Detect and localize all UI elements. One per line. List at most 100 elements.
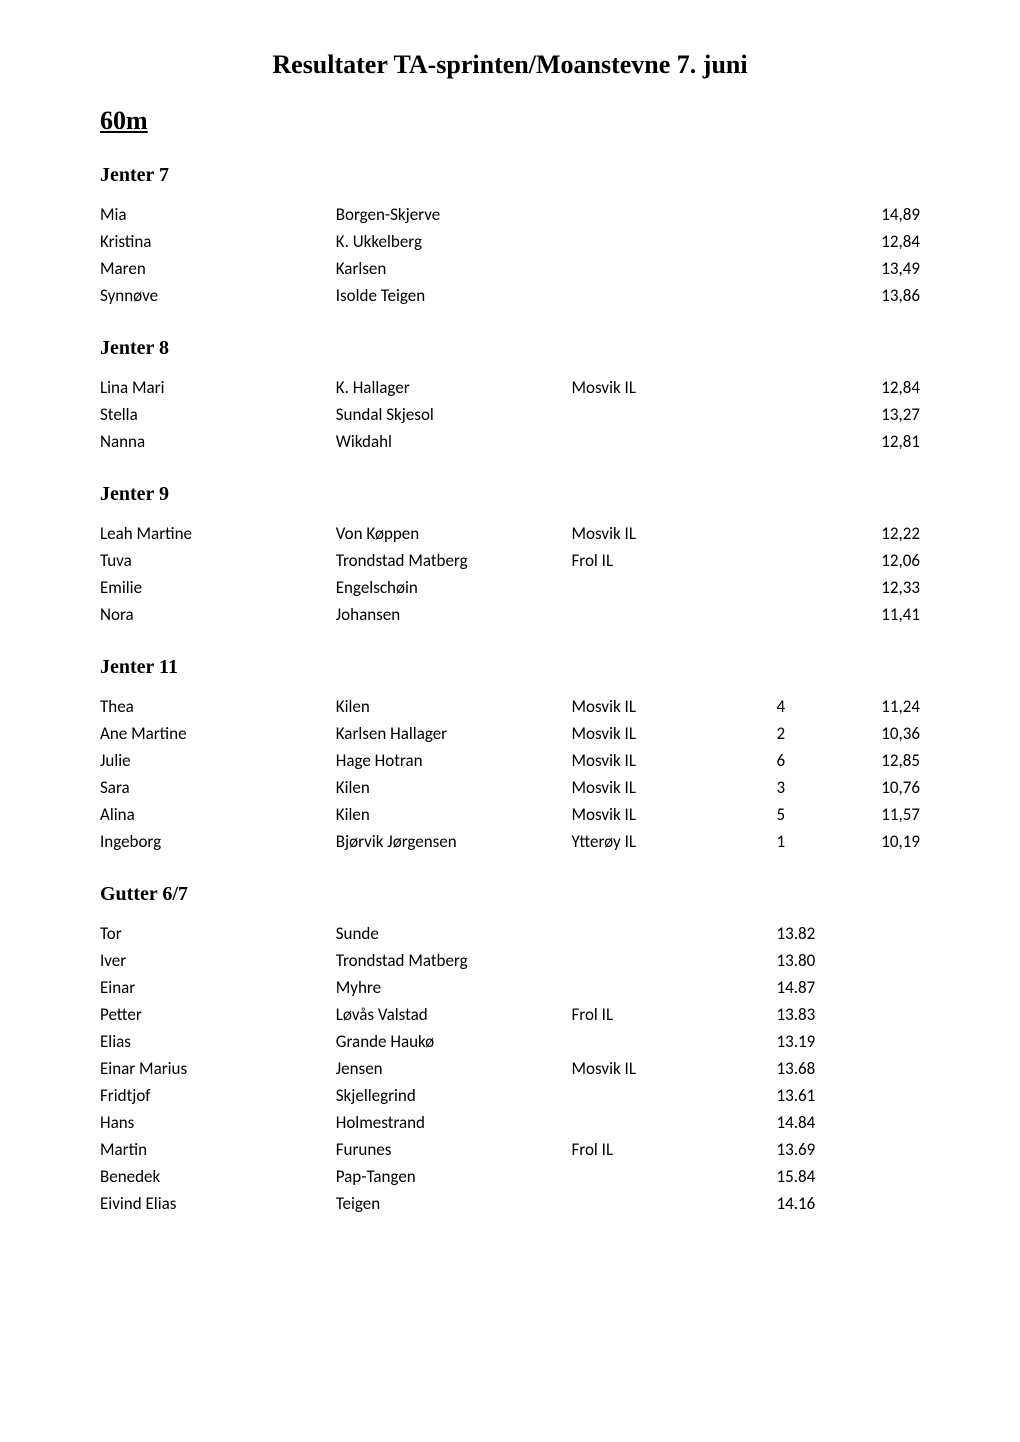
cell-club — [572, 401, 777, 428]
cell-firstname: Kristina — [100, 228, 336, 255]
cell-surname: Kilen — [336, 693, 572, 720]
cell-club — [572, 1109, 777, 1136]
cell-firstname: Sara — [100, 774, 336, 801]
cell-surname: Grande Haukø — [336, 1028, 572, 1055]
cell-surname: Karlsen — [336, 255, 572, 282]
group-heading-jenter-11: Jenter 11 — [100, 656, 920, 679]
cell-firstname: Einar Marius — [100, 1055, 336, 1082]
cell-firstname: Elias — [100, 1028, 336, 1055]
cell-surname: Borgen-Skjerve — [336, 201, 572, 228]
cell-time: 13.61 — [777, 1082, 839, 1109]
cell-firstname: Nanna — [100, 428, 336, 455]
cell-surname: Hage Hotran — [336, 747, 572, 774]
cell-time: 11,57 — [838, 801, 920, 828]
cell-club: Mosvik IL — [572, 720, 777, 747]
cell-firstname: Nora — [100, 601, 336, 628]
cell-firstname: Maren — [100, 255, 336, 282]
cell-time: 14.87 — [777, 974, 839, 1001]
cell-club: Frol IL — [572, 1001, 777, 1028]
cell-firstname: Iver — [100, 947, 336, 974]
cell-club: Mosvik IL — [572, 774, 777, 801]
results-table-jenter-11: Thea Kilen Mosvik IL 4 11,24 Ane Martine… — [100, 693, 920, 855]
cell-surname: Myhre — [336, 974, 572, 1001]
cell-firstname: Synnøve — [100, 282, 336, 309]
group-heading-jenter-7: Jenter 7 — [100, 164, 920, 187]
cell-place: 1 — [777, 828, 839, 855]
cell-time: 10,36 — [838, 720, 920, 747]
table-row: Nora Johansen 11,41 — [100, 601, 920, 628]
cell-surname: Holmestrand — [336, 1109, 572, 1136]
cell-club — [572, 574, 777, 601]
cell-time: 12,84 — [777, 228, 921, 255]
cell-time: 14.84 — [777, 1109, 839, 1136]
table-row: Synnøve Isolde Teigen 13,86 — [100, 282, 920, 309]
results-table-jenter-8: Lina Mari K. Hallager Mosvik IL 12,84 St… — [100, 374, 920, 455]
cell-club: Ytterøy IL — [572, 828, 777, 855]
cell-firstname: Tor — [100, 920, 336, 947]
group-heading-gutter-6-7: Gutter 6/7 — [100, 883, 920, 906]
cell-time: 13.80 — [777, 947, 839, 974]
cell-place: 4 — [777, 693, 839, 720]
cell-surname: Kilen — [336, 801, 572, 828]
table-row: Mia Borgen-Skjerve 14,89 — [100, 201, 920, 228]
cell-firstname: Hans — [100, 1109, 336, 1136]
cell-time: 13,86 — [777, 282, 921, 309]
cell-surname: Bjørvik Jørgensen — [336, 828, 572, 855]
cell-surname: Pap-Tangen — [336, 1163, 572, 1190]
table-row: Einar Myhre 14.87 — [100, 974, 920, 1001]
cell-surname: Von Køppen — [336, 520, 572, 547]
cell-time: 15.84 — [777, 1163, 839, 1190]
table-row: Nanna Wikdahl 12,81 — [100, 428, 920, 455]
results-table-jenter-9: Leah Martine Von Køppen Mosvik IL 12,22 … — [100, 520, 920, 628]
results-table-gutter-6-7: Tor Sunde 13.82 Iver Trondstad Matberg 1… — [100, 920, 920, 1217]
table-row: Tuva Trondstad Matberg Frol IL 12,06 — [100, 547, 920, 574]
cell-time: 11,24 — [838, 693, 920, 720]
table-row: Iver Trondstad Matberg 13.80 — [100, 947, 920, 974]
cell-place: 3 — [777, 774, 839, 801]
cell-club — [572, 428, 777, 455]
table-row: Fridtjof Skjellegrind 13.61 — [100, 1082, 920, 1109]
cell-surname: Furunes — [336, 1136, 572, 1163]
cell-surname: Trondstad Matberg — [336, 547, 572, 574]
cell-time: 12,81 — [777, 428, 921, 455]
cell-firstname: Ingeborg — [100, 828, 336, 855]
cell-time: 13.69 — [777, 1136, 839, 1163]
cell-firstname: Julie — [100, 747, 336, 774]
cell-time: 13.19 — [777, 1028, 839, 1055]
cell-club: Mosvik IL — [572, 693, 777, 720]
cell-surname: Johansen — [336, 601, 572, 628]
cell-firstname: Eivind Elias — [100, 1190, 336, 1217]
table-row: Lina Mari K. Hallager Mosvik IL 12,84 — [100, 374, 920, 401]
cell-firstname: Martin — [100, 1136, 336, 1163]
table-row: Maren Karlsen 13,49 — [100, 255, 920, 282]
cell-firstname: Ane Martine — [100, 720, 336, 747]
table-row: Petter Løvås Valstad Frol IL 13.83 — [100, 1001, 920, 1028]
cell-time: 10,19 — [838, 828, 920, 855]
cell-club — [572, 255, 777, 282]
cell-time: 13.82 — [777, 920, 839, 947]
cell-surname: Løvås Valstad — [336, 1001, 572, 1028]
cell-firstname: Benedek — [100, 1163, 336, 1190]
table-row: Thea Kilen Mosvik IL 4 11,24 — [100, 693, 920, 720]
results-table-jenter-7: Mia Borgen-Skjerve 14,89 Kristina K. Ukk… — [100, 201, 920, 309]
cell-surname: K. Ukkelberg — [336, 228, 572, 255]
document-page: Resultater TA-sprinten/Moanstevne 7. jun… — [0, 0, 1020, 1277]
cell-surname: Jensen — [336, 1055, 572, 1082]
cell-surname: Sundal Skjesol — [336, 401, 572, 428]
cell-firstname: Fridtjof — [100, 1082, 336, 1109]
cell-club: Mosvik IL — [572, 374, 777, 401]
cell-club — [572, 1028, 777, 1055]
table-row: Benedek Pap-Tangen 15.84 — [100, 1163, 920, 1190]
cell-surname: Trondstad Matberg — [336, 947, 572, 974]
cell-place: 5 — [777, 801, 839, 828]
cell-time: 13.83 — [777, 1001, 839, 1028]
cell-surname: Skjellegrind — [336, 1082, 572, 1109]
table-row: Ingeborg Bjørvik Jørgensen Ytterøy IL 1 … — [100, 828, 920, 855]
document-title: Resultater TA-sprinten/Moanstevne 7. jun… — [100, 50, 920, 80]
cell-surname: Teigen — [336, 1190, 572, 1217]
cell-firstname: Mia — [100, 201, 336, 228]
table-row: Alina Kilen Mosvik IL 5 11,57 — [100, 801, 920, 828]
table-row: Tor Sunde 13.82 — [100, 920, 920, 947]
group-heading-jenter-9: Jenter 9 — [100, 483, 920, 506]
table-row: Sara Kilen Mosvik IL 3 10,76 — [100, 774, 920, 801]
